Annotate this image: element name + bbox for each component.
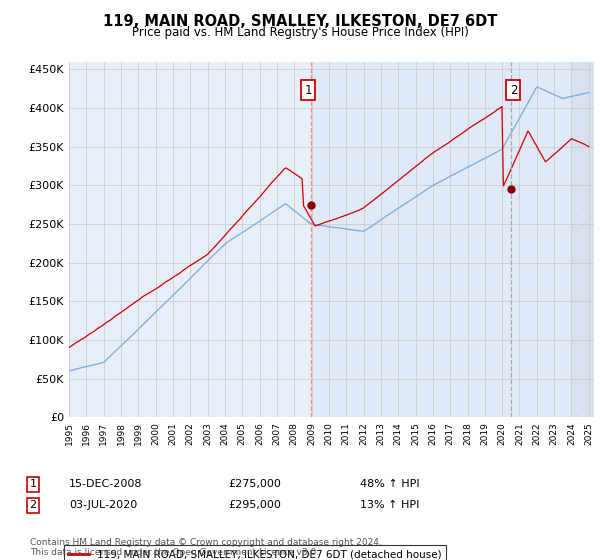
Text: 03-JUL-2020: 03-JUL-2020 bbox=[69, 500, 137, 510]
Text: 48% ↑ HPI: 48% ↑ HPI bbox=[360, 479, 419, 489]
Text: Price paid vs. HM Land Registry's House Price Index (HPI): Price paid vs. HM Land Registry's House … bbox=[131, 26, 469, 39]
Text: 2: 2 bbox=[29, 500, 37, 510]
Text: 119, MAIN ROAD, SMALLEY, ILKESTON, DE7 6DT: 119, MAIN ROAD, SMALLEY, ILKESTON, DE7 6… bbox=[103, 14, 497, 29]
Text: £275,000: £275,000 bbox=[228, 479, 281, 489]
Text: £295,000: £295,000 bbox=[228, 500, 281, 510]
Text: 1: 1 bbox=[305, 83, 312, 97]
Text: 1: 1 bbox=[29, 479, 37, 489]
Bar bbox=[571, 62, 594, 417]
Legend: 119, MAIN ROAD, SMALLEY, ILKESTON, DE7 6DT (detached house), HPI: Average price,: 119, MAIN ROAD, SMALLEY, ILKESTON, DE7 6… bbox=[64, 545, 446, 560]
Text: 15-DEC-2008: 15-DEC-2008 bbox=[69, 479, 143, 489]
Text: 2: 2 bbox=[509, 83, 517, 97]
Bar bbox=[311, 62, 594, 417]
Text: 13% ↑ HPI: 13% ↑ HPI bbox=[360, 500, 419, 510]
Text: Contains HM Land Registry data © Crown copyright and database right 2024.
This d: Contains HM Land Registry data © Crown c… bbox=[30, 538, 382, 557]
